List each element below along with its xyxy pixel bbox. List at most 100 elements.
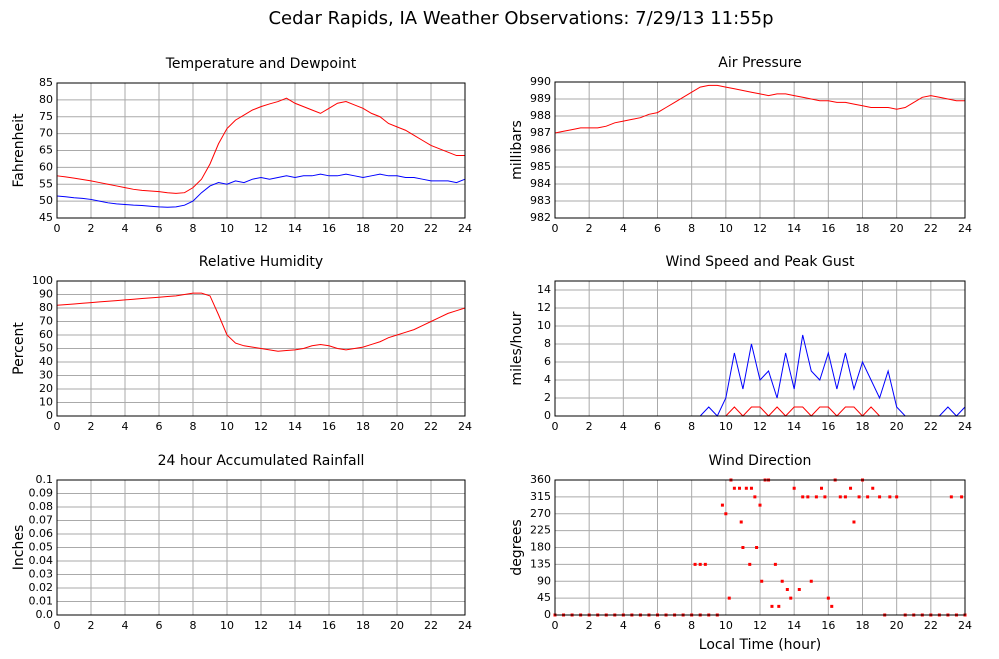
data-point (770, 604, 774, 608)
x-tick-label: 2 (88, 222, 95, 235)
y-tick-label: 988 (530, 109, 551, 122)
y-tick-label: 0.07 (29, 514, 54, 527)
y-tick-label: 0 (46, 409, 53, 422)
x-tick-label: 10 (220, 619, 234, 632)
y-tick-label: 6 (544, 355, 551, 368)
y-tick-label: 315 (530, 490, 551, 503)
x-tick-label: 6 (654, 619, 661, 632)
data-point (703, 562, 707, 566)
data-line (56, 292, 466, 352)
x-tick-label: 14 (288, 619, 302, 632)
x-tick-label: 18 (356, 619, 370, 632)
x-tick-label: 10 (220, 222, 234, 235)
x-tick-label: 12 (753, 619, 767, 632)
data-point (823, 495, 827, 499)
x-tick-label: 24 (958, 222, 972, 235)
data-point (830, 604, 834, 608)
y-tick-label: 0.06 (29, 527, 54, 540)
data-point (852, 520, 856, 524)
x-tick-label: 2 (88, 619, 95, 632)
data-point (760, 579, 764, 583)
x-tick-label: 24 (958, 619, 972, 632)
x-tick-label: 20 (890, 222, 904, 235)
y-tick-label: 65 (39, 144, 53, 157)
x-tick-label: 18 (856, 619, 870, 632)
y-tick-label: 60 (39, 160, 53, 173)
chart-title: 24 hour Accumulated Rainfall (158, 453, 365, 469)
x-tick-label: 0 (54, 420, 61, 433)
data-point (814, 495, 818, 499)
y-tick-label: 20 (39, 382, 53, 395)
data-point (748, 562, 752, 566)
y-tick-label: 135 (530, 557, 551, 570)
y-tick-label: 0.0 (36, 608, 54, 621)
data-point (866, 495, 870, 499)
x-tick-label: 14 (787, 619, 801, 632)
y-tick-label: 75 (39, 110, 53, 123)
x-tick-label: 20 (390, 222, 404, 235)
x-tick-label: 6 (654, 222, 661, 235)
x-tick-label: 22 (924, 222, 938, 235)
y-tick-label: 10 (39, 396, 53, 409)
data-point (739, 520, 743, 524)
x-tick-label: 4 (620, 222, 627, 235)
x-axis-label: Local Time (hour) (699, 637, 821, 653)
data-point (806, 495, 810, 499)
y-tick-label: 100 (32, 274, 53, 287)
x-tick-label: 8 (688, 222, 695, 235)
y-tick-label: 45 (39, 211, 53, 224)
y-tick-label: 80 (39, 93, 53, 106)
y-tick-label: 983 (530, 194, 551, 207)
plot-frame (554, 81, 966, 219)
chart-title: Wind Speed and Peak Gust (666, 254, 855, 270)
data-point (755, 546, 759, 549)
chart-title: Air Pressure (718, 55, 801, 71)
data-point (720, 503, 724, 507)
y-tick-label: 80 (39, 301, 53, 314)
data-point (749, 486, 753, 490)
y-tick-label: 90 (537, 574, 551, 587)
x-tick-label: 16 (821, 222, 835, 235)
y-tick-label: 180 (530, 541, 551, 554)
x-tick-label: 4 (122, 619, 129, 632)
data-point (753, 495, 757, 499)
x-tick-label: 22 (424, 222, 438, 235)
x-tick-label: 16 (821, 619, 835, 632)
y-axis-label: miles/hour (509, 311, 525, 385)
x-tick-label: 18 (356, 222, 370, 235)
x-tick-label: 22 (424, 420, 438, 433)
x-tick-label: 10 (719, 619, 733, 632)
y-tick-label: 225 (530, 524, 551, 537)
x-tick-label: 24 (958, 420, 972, 433)
y-tick-label: 0 (544, 409, 551, 422)
x-tick-label: 14 (787, 420, 801, 433)
data-point (826, 596, 830, 600)
data-point (878, 495, 882, 499)
data-point (895, 495, 899, 499)
data-line (56, 97, 465, 194)
x-tick-label: 0 (552, 222, 559, 235)
data-point (857, 495, 861, 499)
y-tick-label: 2 (544, 391, 551, 404)
x-tick-label: 14 (787, 222, 801, 235)
x-tick-label: 6 (156, 222, 163, 235)
y-tick-label: 70 (39, 315, 53, 328)
y-tick-label: 55 (39, 177, 53, 190)
data-point (777, 604, 781, 608)
data-point (871, 486, 875, 490)
y-tick-label: 8 (544, 337, 551, 350)
data-point (773, 562, 777, 566)
x-tick-label: 20 (890, 420, 904, 433)
y-tick-label: 0.04 (29, 554, 54, 567)
data-point (744, 486, 748, 490)
y-tick-label: 60 (39, 328, 53, 341)
y-axis-label: Inches (11, 525, 27, 570)
y-tick-label: 0.03 (29, 568, 54, 581)
y-tick-label: 0.02 (29, 581, 54, 594)
x-tick-label: 20 (390, 420, 404, 433)
x-tick-label: 10 (719, 420, 733, 433)
x-tick-label: 0 (552, 619, 559, 632)
y-tick-label: 0.1 (36, 473, 54, 486)
x-tick-label: 8 (688, 420, 695, 433)
